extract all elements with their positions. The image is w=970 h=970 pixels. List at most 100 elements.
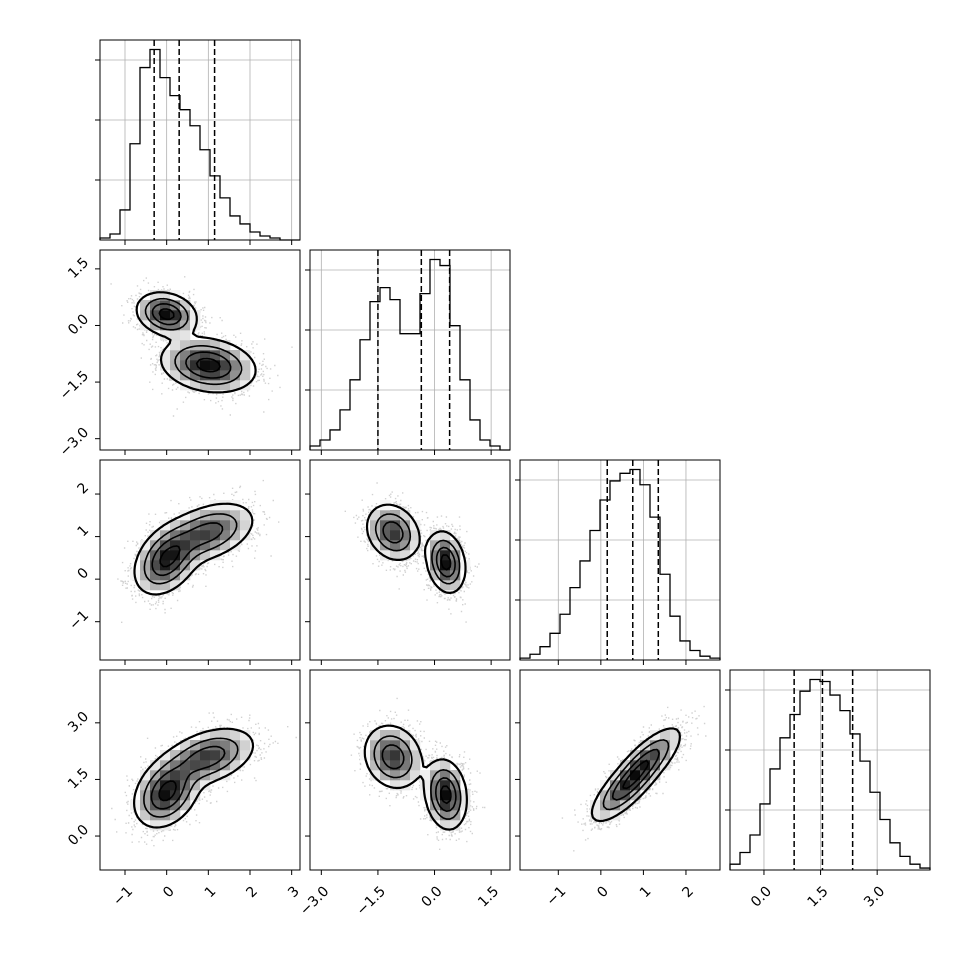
density-cell: [200, 520, 211, 531]
density-cell: [650, 740, 661, 751]
density-cell: [190, 380, 201, 391]
xtick-label: 0: [160, 883, 178, 901]
xtick-label: −1: [110, 883, 136, 909]
panel-frame: [519, 669, 721, 871]
density-cell: [650, 770, 661, 781]
density-cell: [230, 750, 241, 761]
density-cell: [200, 380, 211, 391]
density-cell: [630, 760, 641, 771]
density-cell: [390, 760, 401, 771]
density-cell: [450, 800, 461, 811]
density-cell: [600, 810, 611, 821]
density-cell: [180, 740, 191, 751]
xtick-label: −1.5: [354, 883, 389, 918]
density-cell: [220, 760, 231, 771]
density-cell: [170, 540, 181, 551]
density-cell: [230, 740, 241, 751]
density-cell: [170, 550, 181, 561]
density-cell: [150, 310, 161, 321]
density-cell: [220, 360, 231, 371]
density-cell: [440, 810, 451, 821]
density-cell: [200, 350, 211, 361]
density-cell: [150, 560, 161, 571]
panel-frame: [309, 459, 511, 661]
density-cell: [210, 540, 221, 551]
density-cell: [380, 770, 391, 781]
density-cell: [210, 770, 221, 781]
density-cell: [430, 810, 441, 821]
density-cell: [170, 800, 181, 811]
density-cell: [220, 540, 231, 551]
density-cell: [400, 530, 411, 541]
density-cell: [380, 540, 391, 551]
density-cell: [170, 300, 181, 311]
density-cell: [140, 770, 151, 781]
density-cell: [160, 320, 171, 331]
density-cell: [640, 760, 651, 771]
density-cell: [190, 360, 201, 371]
density-cell: [370, 740, 381, 751]
density-cell: [160, 580, 171, 591]
density-cell: [170, 530, 181, 541]
density-cell: [610, 800, 621, 811]
scatter-panel-2-1: [99, 249, 301, 451]
contour-line: [133, 502, 254, 596]
density-cell: [230, 510, 241, 521]
density-cell: [600, 800, 611, 811]
contour-line: [374, 513, 461, 585]
density-cell: [450, 540, 461, 551]
density-cell: [670, 730, 681, 741]
panel-frame: [99, 249, 301, 451]
density-cell: [180, 790, 191, 801]
density-cell: [590, 800, 601, 811]
xtick-label: 1: [202, 883, 220, 901]
density-cell: [190, 510, 201, 521]
density-cell: [160, 350, 171, 361]
density-cell: [200, 740, 211, 751]
density-cell: [400, 760, 411, 771]
density-cell: [180, 300, 191, 311]
panel-frame: [729, 669, 931, 871]
contour-line: [611, 748, 660, 801]
density-cell: [170, 520, 181, 531]
density-cell: [440, 530, 451, 541]
density-cell: [170, 750, 181, 761]
density-cell: [390, 730, 401, 741]
density-cell: [140, 300, 151, 311]
density-cell: [150, 530, 161, 541]
density-cell: [150, 540, 161, 551]
density-cell: [210, 350, 221, 361]
density-cell: [170, 310, 181, 321]
density-cell: [180, 770, 191, 781]
density-cell: [200, 760, 211, 771]
density-cell: [200, 510, 211, 521]
density-cell: [150, 570, 161, 581]
density-cell: [140, 780, 151, 791]
density-cell: [230, 730, 241, 741]
contour-line: [159, 545, 181, 568]
density-cell: [190, 760, 201, 771]
density-cell: [670, 740, 681, 751]
density-cell: [210, 370, 221, 381]
xtick-label: −1: [543, 883, 569, 909]
histogram-panel-4: [725, 669, 931, 871]
density-cell: [440, 790, 451, 801]
density-cell: [650, 760, 661, 771]
density-cell: [150, 760, 161, 771]
density-cell: [440, 770, 451, 781]
density-cell: [420, 770, 431, 781]
density-cell: [440, 800, 451, 811]
density-cell: [410, 770, 421, 781]
density-cell: [440, 760, 451, 771]
scatter-panel-4-2-content: [350, 697, 486, 850]
density-cell: [640, 780, 651, 791]
density-cell: [160, 310, 171, 321]
density-cell: [140, 540, 151, 551]
density-cell: [210, 380, 221, 391]
density-cell: [410, 530, 421, 541]
density-cell: [650, 750, 661, 761]
density-cell: [210, 730, 221, 741]
density-cell: [220, 730, 231, 741]
density-cell: [150, 300, 161, 311]
density-cell: [460, 800, 471, 811]
